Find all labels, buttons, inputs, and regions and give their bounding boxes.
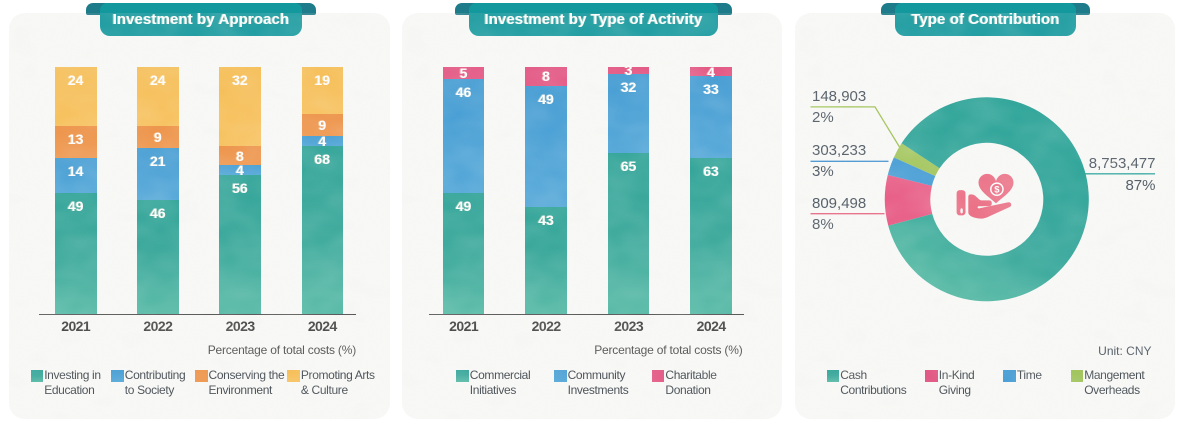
svg-text:$: $ <box>994 185 1000 196</box>
